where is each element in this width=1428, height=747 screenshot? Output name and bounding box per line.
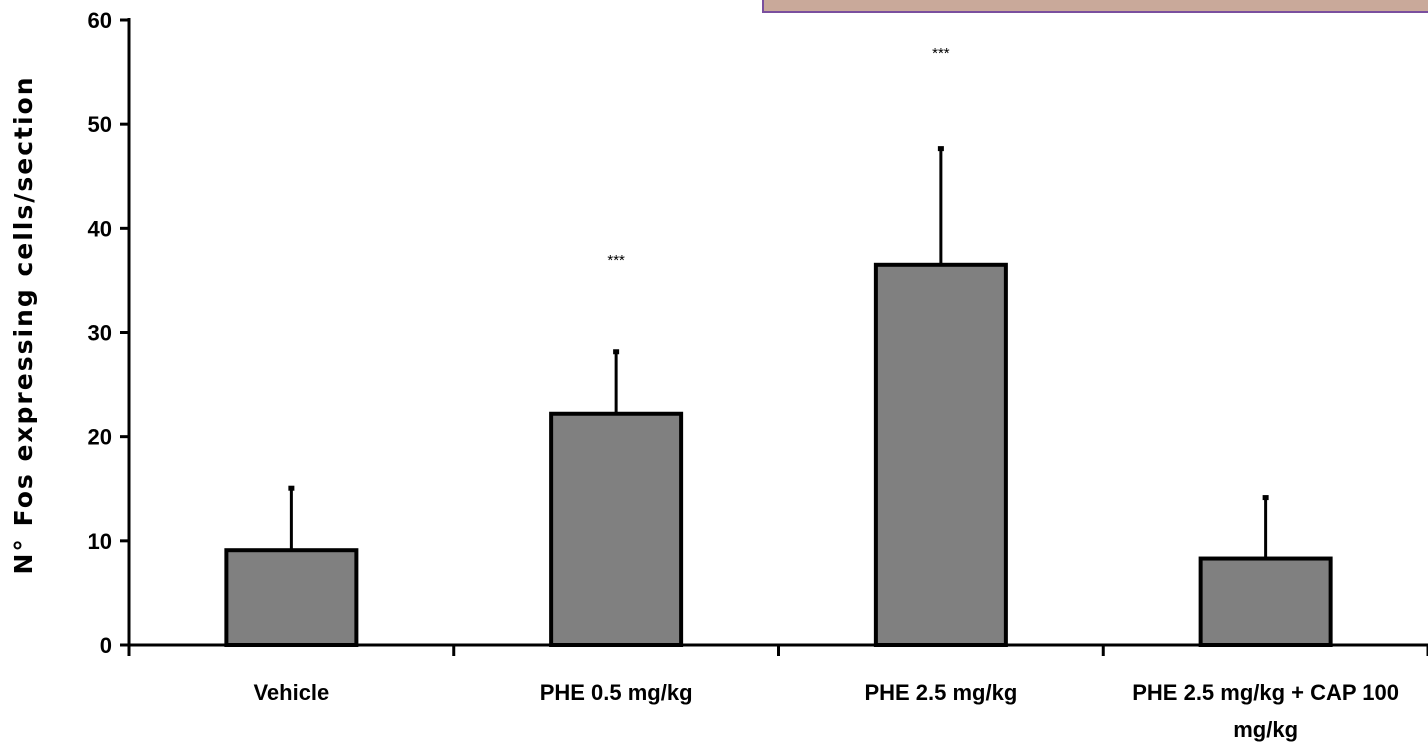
x-category-label: mg/kg <box>1233 717 1298 742</box>
bar <box>1198 556 1333 648</box>
y-tick-label: 50 <box>88 112 112 137</box>
x-category-label: PHE 2.5 mg/kg + CAP 100 <box>1132 680 1399 705</box>
labels: 0 10 20 30 40 50 60 Vehicle *** PHE 0.5 mg/kg *** P… <box>88 8 1400 742</box>
error-bar-cap <box>613 349 620 355</box>
inset-photo-fragment <box>762 0 1428 13</box>
y-tick-label: 0 <box>100 633 112 658</box>
inset-photo-frame <box>762 0 1428 13</box>
y-tick-label: 60 <box>88 8 112 33</box>
x-category-label: Vehicle <box>253 680 329 705</box>
bar <box>873 262 1008 647</box>
y-tick-label: 10 <box>88 529 112 554</box>
error-bar-cap <box>937 146 944 152</box>
x-category-label: PHE 0.5 mg/kg <box>540 680 693 705</box>
bar <box>224 548 359 647</box>
bars <box>224 146 1333 648</box>
significance-label: *** <box>932 45 950 62</box>
error-bar-cap <box>1262 495 1269 501</box>
bar <box>549 411 684 647</box>
significance-label: *** <box>607 252 625 269</box>
x-category-label: PHE 2.5 mg/kg <box>864 680 1017 705</box>
y-tick-label: 40 <box>88 216 112 241</box>
error-bar-cap <box>288 485 295 491</box>
y-tick-label: 30 <box>88 321 112 346</box>
y-tick-label: 20 <box>88 425 112 450</box>
y-axis-title: N° Fos expressing cells/section <box>9 75 38 574</box>
inset-photo <box>763 0 1428 12</box>
